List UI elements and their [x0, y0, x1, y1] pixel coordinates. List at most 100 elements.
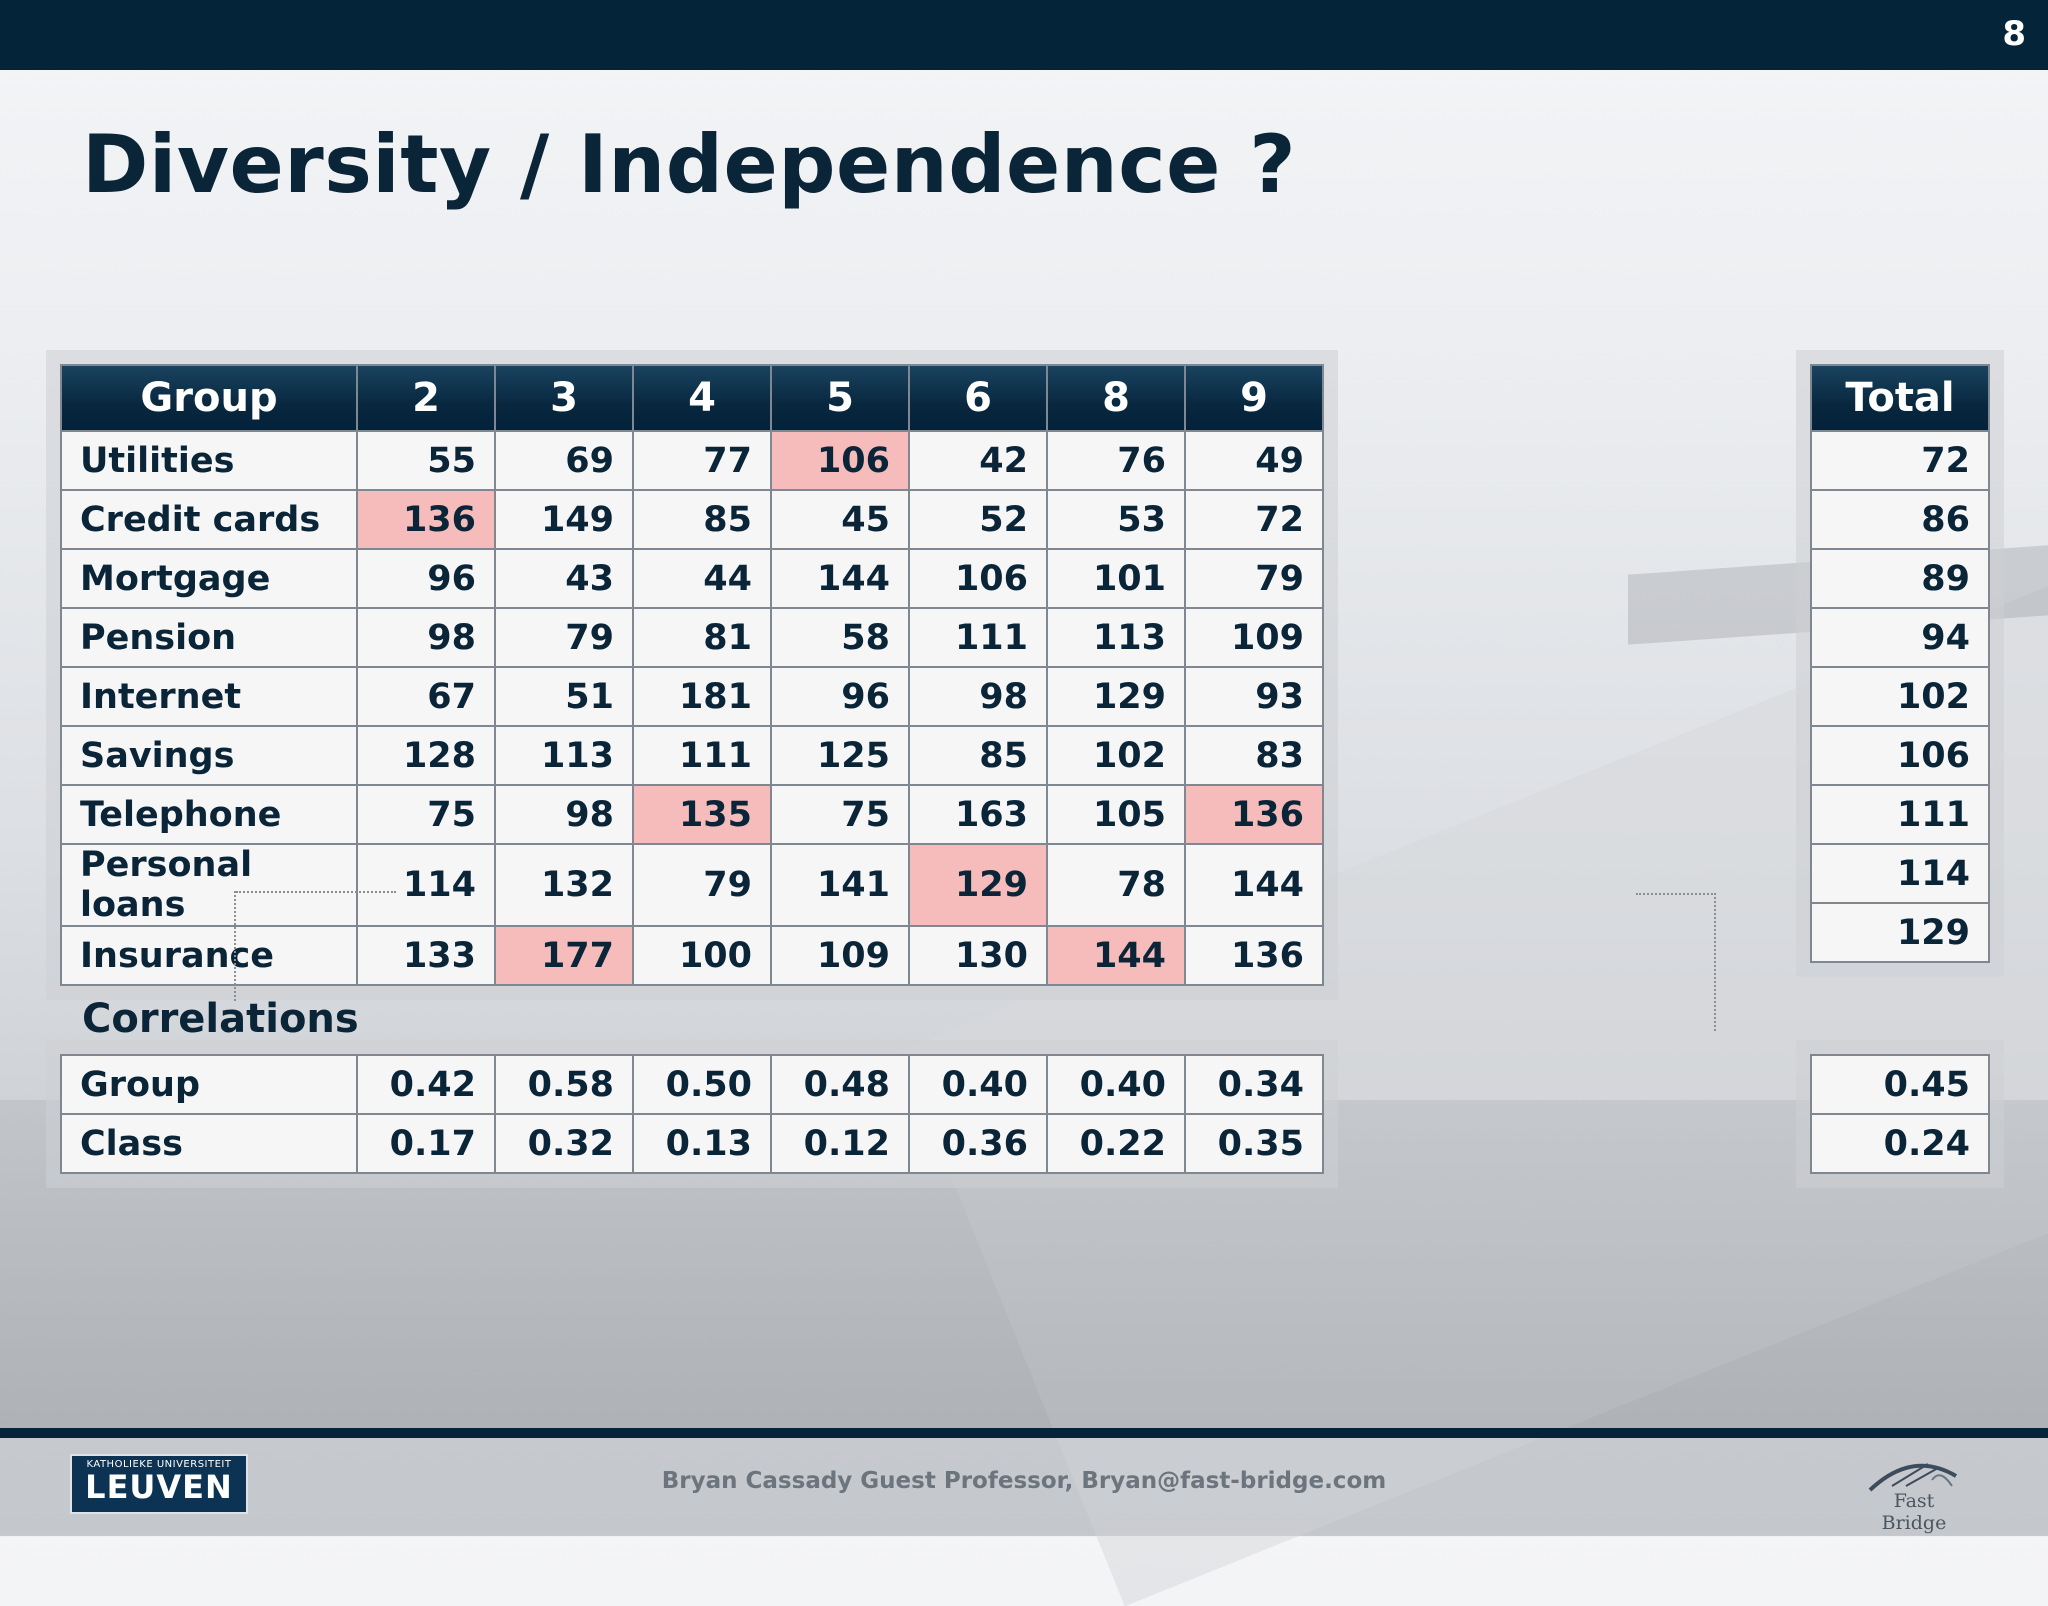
column-header: 4: [632, 364, 772, 432]
total-row: 89: [1810, 548, 1990, 609]
dotted-connector-left: [236, 891, 396, 893]
correlation-cell: 0.12: [770, 1113, 910, 1174]
total-cell: 72: [1810, 430, 1990, 491]
table-cell: 98: [494, 784, 634, 845]
table-cell: 113: [1046, 607, 1186, 668]
correlations-title: Correlations: [82, 996, 359, 1042]
total-header: Total: [1810, 364, 1990, 432]
table-cell: 144: [1046, 925, 1186, 986]
table-cell: 149: [494, 489, 634, 550]
footer-text: Bryan Cassady Guest Professor, Bryan@fas…: [661, 1468, 1387, 1494]
row-label: Telephone: [60, 784, 358, 845]
total-row: 102: [1810, 666, 1990, 727]
column-header: 8: [1046, 364, 1186, 432]
table-cell: 111: [632, 725, 772, 786]
correlation-row: Group 0.42 0.58 0.50 0.48 0.40 0.40 0.34: [60, 1054, 1324, 1115]
table-cell: 109: [770, 925, 910, 986]
table-cell: 96: [356, 548, 496, 609]
correlation-total-row: 0.24: [1810, 1113, 1990, 1174]
table-cell: 72: [1184, 489, 1324, 550]
table-cell: 177: [494, 925, 634, 986]
row-label: Personal loans: [60, 843, 358, 927]
page-number: 8: [2002, 14, 2026, 54]
table-cell: 125: [770, 725, 910, 786]
correlation-total-cell: 0.45: [1810, 1054, 1990, 1115]
correlation-cell: 0.17: [356, 1113, 496, 1174]
total-cell: 106: [1810, 725, 1990, 786]
table-cell: 75: [356, 784, 496, 845]
total-cell: 94: [1810, 607, 1990, 668]
table-cell: 106: [908, 548, 1048, 609]
row-label: Utilities: [60, 430, 358, 491]
table-cell: 69: [494, 430, 634, 491]
total-row: 94: [1810, 607, 1990, 668]
table-cell: 113: [494, 725, 634, 786]
table-cell: 81: [632, 607, 772, 668]
total-row: 106: [1810, 725, 1990, 786]
table-cell: 78: [1046, 843, 1186, 927]
table-row: Personal loans 114 132 79 141 129 78 144: [60, 843, 1324, 927]
table-cell: 42: [908, 430, 1048, 491]
table-cell: 53: [1046, 489, 1186, 550]
correlation-cell: 0.58: [494, 1054, 634, 1115]
slide-title: Diversity / Independence ?: [82, 118, 1297, 211]
logo-small-text: KATHOLIEKE UNIVERSITEIT: [86, 1459, 232, 1470]
correlation-cell: 0.13: [632, 1113, 772, 1174]
correlation-total-row: 0.45: [1810, 1054, 1990, 1115]
table-cell: 129: [1046, 666, 1186, 727]
row-label: Internet: [60, 666, 358, 727]
table-cell: 130: [908, 925, 1048, 986]
table-cell: 44: [632, 548, 772, 609]
total-row: 114: [1810, 843, 1990, 904]
table-cell: 144: [770, 548, 910, 609]
table-cell: 75: [770, 784, 910, 845]
table-cell: 93: [1184, 666, 1324, 727]
row-label: Savings: [60, 725, 358, 786]
table-cell: 100: [632, 925, 772, 986]
table-cell: 77: [632, 430, 772, 491]
column-header: 2: [356, 364, 496, 432]
table-row: Insurance 133 177 100 109 130 144 136: [60, 925, 1324, 986]
correlations-total-table: 0.45 0.24: [1810, 1054, 1990, 1174]
correlation-label: Group: [60, 1054, 358, 1115]
total-row: 111: [1810, 784, 1990, 845]
table-cell: 111: [908, 607, 1048, 668]
total-row: 72: [1810, 430, 1990, 491]
dotted-connector-left-vertical: [234, 891, 236, 1001]
column-header: Group: [60, 364, 358, 432]
row-label: Pension: [60, 607, 358, 668]
correlation-cell: 0.42: [356, 1054, 496, 1115]
column-header: 5: [770, 364, 910, 432]
fast-bridge-logo: Fast Bridge: [1862, 1446, 1966, 1534]
leuven-logo: KATHOLIEKE UNIVERSITEIT LEUVEN: [70, 1454, 248, 1514]
table-cell: 136: [1184, 925, 1324, 986]
table-cell: 96: [770, 666, 910, 727]
total-cell: 129: [1810, 902, 1990, 963]
correlation-label: Class: [60, 1113, 358, 1174]
table-cell: 136: [1184, 784, 1324, 845]
row-label: Credit cards: [60, 489, 358, 550]
table-cell: 58: [770, 607, 910, 668]
table-cell: 133: [356, 925, 496, 986]
correlation-row: Class 0.17 0.32 0.13 0.12 0.36 0.22 0.35: [60, 1113, 1324, 1174]
correlation-cell: 0.32: [494, 1113, 634, 1174]
table-cell: 105: [1046, 784, 1186, 845]
fast-bridge-text: Fast Bridge: [1881, 1490, 1947, 1534]
table-cell: 43: [494, 548, 634, 609]
table-cell: 52: [908, 489, 1048, 550]
table-cell: 135: [632, 784, 772, 845]
total-cell: 89: [1810, 548, 1990, 609]
table-cell: 45: [770, 489, 910, 550]
footer-line: [0, 1428, 2048, 1438]
top-bar: 8: [0, 0, 2048, 70]
table-cell: 109: [1184, 607, 1324, 668]
table-row: Utilities 55 69 77 106 42 76 49: [60, 430, 1324, 491]
column-header: 9: [1184, 364, 1324, 432]
total-cell: 114: [1810, 843, 1990, 904]
table-cell: 132: [494, 843, 634, 927]
table-cell: 85: [908, 725, 1048, 786]
table-row: Credit cards 136 149 85 45 52 53 72: [60, 489, 1324, 550]
total-cell: 111: [1810, 784, 1990, 845]
table-cell: 101: [1046, 548, 1186, 609]
column-header: 3: [494, 364, 634, 432]
